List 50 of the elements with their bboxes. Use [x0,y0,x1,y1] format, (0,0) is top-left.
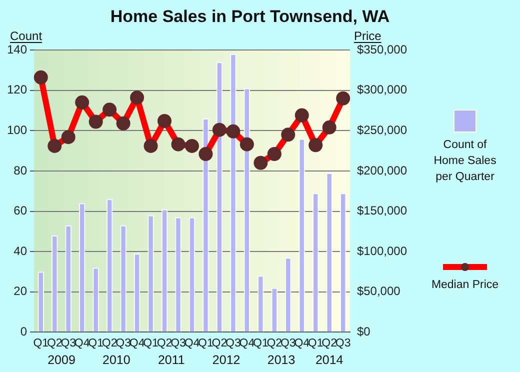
x-tick-label: Q4 [184,337,200,350]
y2-tick-label: $300,000 [356,82,408,97]
y2-tick-label: $100,000 [356,244,408,258]
x-tick-label: Q4 [74,337,90,350]
text: 2012 [212,353,240,368]
x-tick-label: Q3 [280,337,296,350]
text: 2010 [102,353,130,368]
y-tick-label: 0 [20,324,28,339]
x-tick-label: Q3 [116,337,131,350]
y2-tick-label: $50,000 [356,284,401,298]
y-tick-label: 40 [14,244,28,258]
y-tick-label: 140 [6,42,28,56]
x-tick-label: Q4 [239,337,256,350]
x-tick-label: Q3 [226,337,241,350]
x-tick-label: Q4 [129,337,146,350]
x-tick-label: Q2 [46,337,62,350]
y2-axis-title: Price [354,29,382,43]
y-tick-label: 20 [14,284,28,298]
y2-tick-label: $150,000 [356,204,408,218]
chart-title: Home Sales in Port Townsend, WA [110,7,390,26]
x-tick-label: Q3 [170,337,186,350]
x-tick-label: Q4 [294,337,310,350]
y-tick-label: 60 [14,204,28,218]
y-tick-label: 120 [6,82,28,97]
y2-tick-label: $250,000 [356,122,408,137]
y-tick-label: 100 [6,122,28,137]
text: 2009 [48,353,76,368]
x-tick-label: Q2 [322,337,338,350]
x-tick-label: Q2 [266,337,282,350]
x-tick-label: Q2 [102,337,118,350]
y-tick-label: 80 [14,163,28,178]
x-tick-label: Q3 [60,337,76,350]
x-tick-label: Q2 [156,337,172,350]
x-tick-label: Q2 [212,337,228,350]
x-tick-label: Q1 [33,337,49,350]
text: 2013 [267,353,296,368]
x-tick-label: Q1 [88,337,104,350]
text: 2014 [315,353,344,368]
x-tick-label: Q1 [143,337,158,350]
legend-label: Median Price [431,279,499,291]
x-tick-label: Q1 [308,337,324,350]
y2-tick-label: $350,000 [356,42,408,56]
text: 2011 [158,353,185,368]
x-tick-label: Q1 [198,337,214,350]
y2-tick-label: $0 [356,324,371,339]
y-axis-title: Count [10,29,43,43]
x-tick-label: Q3 [335,337,351,350]
y2-tick-label: $200,000 [356,163,408,178]
legend-label: Count of Home Sales per Quarter [434,139,497,183]
x-tick-label: Q1 [252,337,268,350]
